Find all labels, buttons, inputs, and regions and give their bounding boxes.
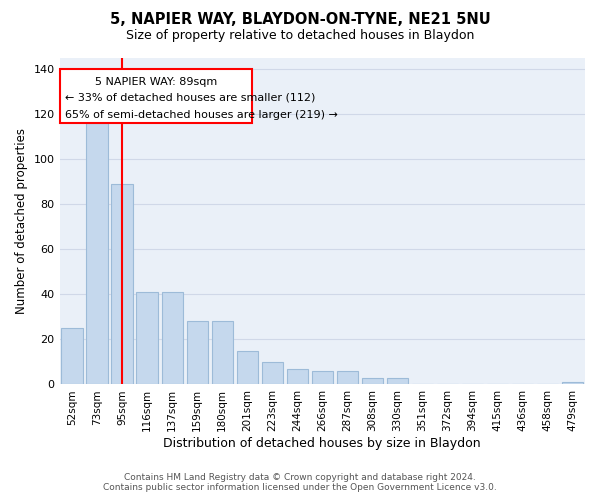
Bar <box>287 368 308 384</box>
Bar <box>262 362 283 384</box>
Bar <box>337 371 358 384</box>
Bar <box>362 378 383 384</box>
Text: Size of property relative to detached houses in Blaydon: Size of property relative to detached ho… <box>126 28 474 42</box>
Bar <box>136 292 158 384</box>
Text: ← 33% of detached houses are smaller (112): ← 33% of detached houses are smaller (11… <box>65 92 316 102</box>
Bar <box>112 184 133 384</box>
Bar <box>562 382 583 384</box>
X-axis label: Distribution of detached houses by size in Blaydon: Distribution of detached houses by size … <box>163 437 481 450</box>
Bar <box>161 292 183 384</box>
Text: 5, NAPIER WAY, BLAYDON-ON-TYNE, NE21 5NU: 5, NAPIER WAY, BLAYDON-ON-TYNE, NE21 5NU <box>110 12 490 28</box>
Y-axis label: Number of detached properties: Number of detached properties <box>15 128 28 314</box>
FancyBboxPatch shape <box>60 69 252 123</box>
Bar <box>387 378 408 384</box>
Bar <box>61 328 83 384</box>
Text: 65% of semi-detached houses are larger (219) →: 65% of semi-detached houses are larger (… <box>65 110 338 120</box>
Bar <box>187 322 208 384</box>
Bar <box>212 322 233 384</box>
Bar <box>86 123 108 384</box>
Bar <box>311 371 333 384</box>
Bar <box>236 350 258 384</box>
Text: Contains HM Land Registry data © Crown copyright and database right 2024.
Contai: Contains HM Land Registry data © Crown c… <box>103 473 497 492</box>
Text: 5 NAPIER WAY: 89sqm: 5 NAPIER WAY: 89sqm <box>95 76 217 86</box>
